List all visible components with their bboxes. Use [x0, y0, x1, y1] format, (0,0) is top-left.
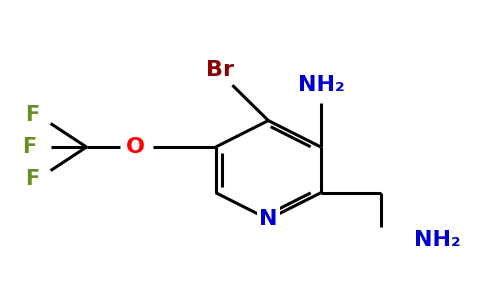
Text: NH₂: NH₂	[298, 75, 344, 95]
Text: Br: Br	[207, 61, 234, 80]
Text: O: O	[126, 137, 145, 157]
Text: NH₂: NH₂	[414, 230, 461, 250]
Text: F: F	[25, 169, 40, 189]
Text: F: F	[22, 137, 36, 157]
Text: N: N	[259, 209, 277, 229]
Text: F: F	[25, 105, 40, 125]
